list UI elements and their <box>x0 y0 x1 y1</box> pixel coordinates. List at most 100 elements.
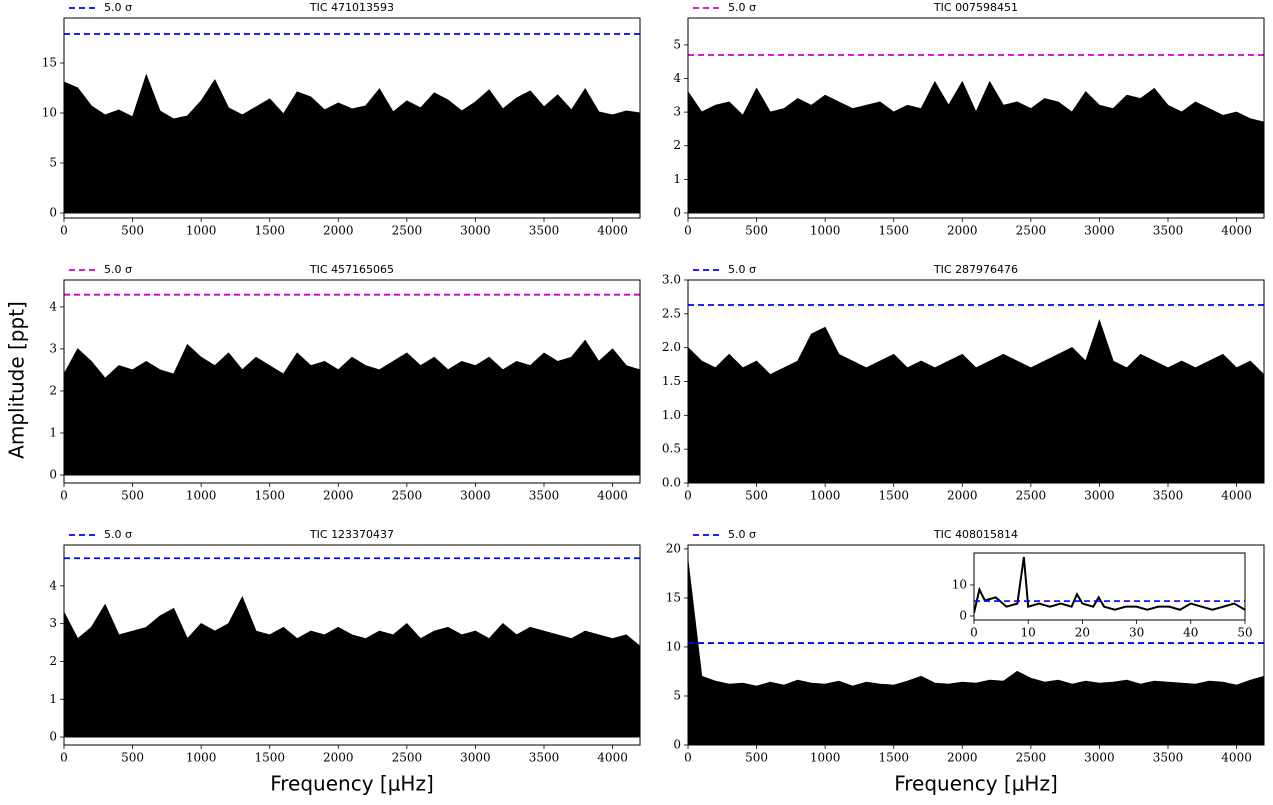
y-tick-label: 15 <box>666 590 681 604</box>
legend-label: 5.0 σ <box>104 263 132 276</box>
axes-frame <box>63 544 641 746</box>
x-tick-label: 2000 <box>323 224 354 238</box>
axes-frame <box>63 279 641 484</box>
x-tick-label: 3000 <box>460 751 491 765</box>
spectrum <box>64 73 640 214</box>
x-tick-label: 30 <box>1129 626 1144 640</box>
y-tick-label: 0 <box>673 738 681 752</box>
y-tick-label: 0.0 <box>662 476 681 490</box>
x-tick-label: 1000 <box>186 489 217 503</box>
x-tick-label: 40 <box>1183 626 1198 640</box>
axes-frame <box>63 17 641 219</box>
legend-label: 5.0 σ <box>728 1 756 14</box>
x-tick-label: 2000 <box>323 751 354 765</box>
x-tick-label: 10 <box>1021 626 1036 640</box>
x-tick-label: 1000 <box>186 224 217 238</box>
x-tick-label: 2000 <box>947 751 978 765</box>
panel-title: TIC 123370437 <box>309 528 394 541</box>
spectrum <box>64 339 640 476</box>
x-tick-label: 0 <box>970 626 978 640</box>
x-tick-label: 0 <box>60 489 68 503</box>
axes-frame <box>687 279 1265 484</box>
panel-title: TIC 471013593 <box>309 1 394 14</box>
y-tick-label: 3 <box>49 341 57 355</box>
panel-title: TIC 287976476 <box>933 263 1018 276</box>
y-tick-label: 1.5 <box>662 374 681 388</box>
y-tick-label: 10 <box>952 577 967 591</box>
y-tick-label: 3.0 <box>662 273 681 287</box>
y-tick-label: 10 <box>666 639 681 653</box>
y-tick-label: 1.0 <box>662 408 681 422</box>
y-tick-label: 15 <box>42 56 57 70</box>
x-tick-label: 4000 <box>1221 751 1252 765</box>
x-tick-label: 1500 <box>254 224 285 238</box>
x-tick-label: 2000 <box>323 489 354 503</box>
y-tick-label: 5 <box>673 37 681 51</box>
x-tick-label: 1500 <box>254 489 285 503</box>
x-tick-label: 4000 <box>597 489 628 503</box>
x-tick-label: 4000 <box>1221 224 1252 238</box>
x-tick-label: 2000 <box>947 224 978 238</box>
x-tick-label: 500 <box>121 751 144 765</box>
y-tick-label: 1 <box>49 692 57 706</box>
y-tick-label: 2.5 <box>662 306 681 320</box>
legend-label: 5.0 σ <box>104 528 132 541</box>
spectrum <box>688 560 1264 745</box>
panel-title: TIC 408015814 <box>933 528 1018 541</box>
inset-spectrum <box>974 556 1245 614</box>
x-tick-label: 2500 <box>1016 489 1047 503</box>
x-axis-label: Frequency [μHz] <box>894 772 1058 796</box>
axes-frame <box>687 17 1265 219</box>
x-tick-label: 3000 <box>460 489 491 503</box>
y-tick-label: 0 <box>49 730 57 744</box>
x-tick-label: 1500 <box>878 489 909 503</box>
x-tick-label: 4000 <box>1221 489 1252 503</box>
x-tick-label: 3500 <box>529 224 560 238</box>
x-tick-label: 2500 <box>1016 224 1047 238</box>
x-tick-label: 2500 <box>392 489 423 503</box>
x-tick-label: 2500 <box>392 751 423 765</box>
x-axis-label: Frequency [μHz] <box>270 772 434 796</box>
x-tick-label: 3000 <box>460 224 491 238</box>
y-tick-label: 3 <box>49 616 57 630</box>
x-tick-label: 500 <box>121 489 144 503</box>
inset-bg <box>974 553 1245 620</box>
x-tick-label: 500 <box>745 751 768 765</box>
x-tick-label: 3500 <box>529 489 560 503</box>
x-tick-label: 0 <box>684 751 692 765</box>
x-tick-label: 3500 <box>1153 751 1184 765</box>
axes-frame <box>687 544 1265 746</box>
spectrum <box>688 319 1264 483</box>
x-tick-label: 1000 <box>186 751 217 765</box>
x-tick-label: 1500 <box>878 224 909 238</box>
panel-title: TIC 007598451 <box>933 1 1018 14</box>
x-tick-label: 1000 <box>810 224 841 238</box>
x-tick-label: 0 <box>684 489 692 503</box>
y-tick-label: 5 <box>673 688 681 702</box>
y-tick-label: 0 <box>959 608 967 622</box>
x-tick-label: 2000 <box>947 489 978 503</box>
y-tick-label: 10 <box>42 106 57 120</box>
y-tick-label: 4 <box>49 299 57 313</box>
spectrum <box>688 80 1264 214</box>
x-tick-label: 4000 <box>597 224 628 238</box>
y-tick-label: 0 <box>673 205 681 219</box>
x-tick-label: 3000 <box>1084 224 1115 238</box>
x-tick-label: 3500 <box>1153 489 1184 503</box>
legend-label: 5.0 σ <box>728 263 756 276</box>
x-tick-label: 500 <box>745 224 768 238</box>
y-tick-label: 1 <box>673 172 681 186</box>
x-tick-label: 3000 <box>1084 751 1115 765</box>
y-tick-label: 5 <box>49 156 57 170</box>
x-tick-label: 1000 <box>810 489 841 503</box>
y-tick-label: 0 <box>49 206 57 220</box>
x-tick-label: 1000 <box>810 751 841 765</box>
y-tick-label: 2 <box>673 138 681 152</box>
y-tick-label: 4 <box>673 71 681 85</box>
x-tick-label: 500 <box>745 489 768 503</box>
y-tick-label: 2.0 <box>662 340 681 354</box>
y-tick-label: 3 <box>673 105 681 119</box>
y-tick-label: 4 <box>49 578 57 592</box>
x-tick-label: 0 <box>60 751 68 765</box>
x-tick-label: 50 <box>1237 626 1252 640</box>
